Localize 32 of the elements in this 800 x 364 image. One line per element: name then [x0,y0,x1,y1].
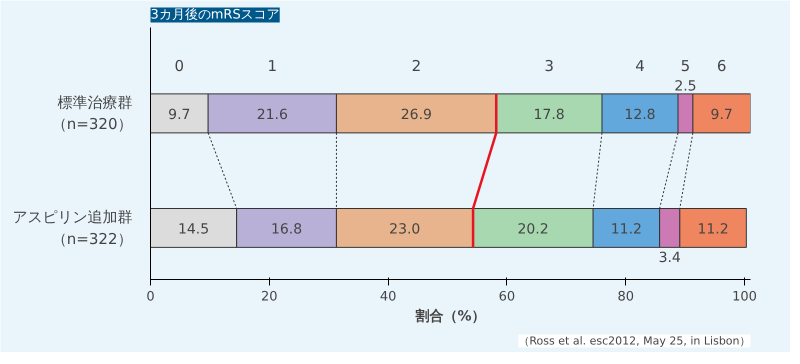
y-tick-label: 標準治療群（n=320） [52,94,133,134]
series-label: 3 [544,57,554,76]
data-label: 11.2 [610,221,642,238]
series-label: 4 [635,57,645,76]
series-label: 6 [716,57,726,76]
data-label: 23.0 [389,221,420,238]
data-label: 14.5 [178,221,210,238]
data-label: 17.8 [534,106,565,123]
x-axis-title: 割合（%） [414,308,486,324]
data-label: 21.6 [256,106,288,123]
series-label: 2 [412,57,422,76]
chart-title: 3カ月後のmRSスコア [150,8,280,22]
data-label: 11.2 [697,221,729,238]
data-label: 26.9 [400,106,432,123]
x-tick-label: 0 [146,290,155,304]
data-label: 12.8 [624,106,656,123]
series-label: 0 [174,57,184,76]
x-tick-label: 80 [617,290,634,304]
x-tick-label: 100 [732,290,757,304]
y-tick-label: アスピリン追加群（n=322） [12,208,133,248]
data-label: 16.8 [270,221,302,238]
data-label: 2.5 [674,78,697,94]
data-label: 9.7 [168,106,190,123]
series-label: 5 [680,57,690,76]
x-tick-label: 20 [261,290,278,304]
data-label: 9.7 [710,106,733,123]
data-label: 3.4 [658,250,681,266]
data-label: 20.2 [517,221,549,238]
series-label: 1 [268,57,278,76]
x-tick-label: 40 [380,290,396,304]
text: （Ross et al. esc2012, May 25, in Lisbon） [518,334,751,348]
x-tick-label: 60 [498,290,516,304]
